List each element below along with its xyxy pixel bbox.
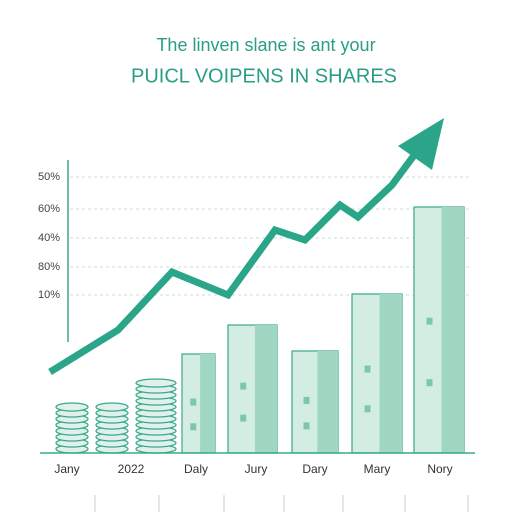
x-label: Mary <box>364 462 391 476</box>
bar-shade <box>317 351 338 453</box>
coins <box>55 378 177 454</box>
x-label: Jany <box>54 462 79 476</box>
x-label: Daly <box>184 462 208 476</box>
y-label: 10% <box>38 289 60 301</box>
bar-window <box>240 382 247 390</box>
bar-window <box>190 398 197 406</box>
trend-arrow <box>48 147 421 375</box>
subtitle: PUICL VOIPENS IN SHARES <box>131 65 397 87</box>
arrow-head <box>398 118 444 170</box>
x-label: Jury <box>245 462 268 476</box>
bar-shade <box>379 294 402 453</box>
bar-window <box>303 422 310 430</box>
bar-shade <box>441 207 464 453</box>
bars <box>181 206 465 454</box>
grid <box>70 176 470 512</box>
x-label: 2022 <box>118 462 145 476</box>
y-label: 50% <box>38 171 60 183</box>
coin <box>135 378 177 388</box>
y-label: 40% <box>38 232 60 244</box>
labels: 50% 60% 40% 80% 10% Jany 2022 Daly Jury Dary Mary N… <box>38 171 453 476</box>
bar-window <box>426 317 433 325</box>
coin <box>95 402 129 412</box>
y-label: 60% <box>38 203 60 215</box>
bar-window <box>426 379 433 387</box>
bar-window <box>364 405 371 413</box>
x-label: Dary <box>302 462 327 476</box>
bar-window <box>190 423 197 431</box>
coin <box>55 402 89 412</box>
bar-window <box>364 365 371 373</box>
y-label: 80% <box>38 261 60 273</box>
x-label: Nory <box>427 462 452 476</box>
bar-window <box>303 396 310 404</box>
bar-shade <box>254 325 277 453</box>
bar-window <box>240 414 247 422</box>
bar-shade <box>200 354 215 453</box>
title: The linven slane is ant your <box>156 35 375 55</box>
